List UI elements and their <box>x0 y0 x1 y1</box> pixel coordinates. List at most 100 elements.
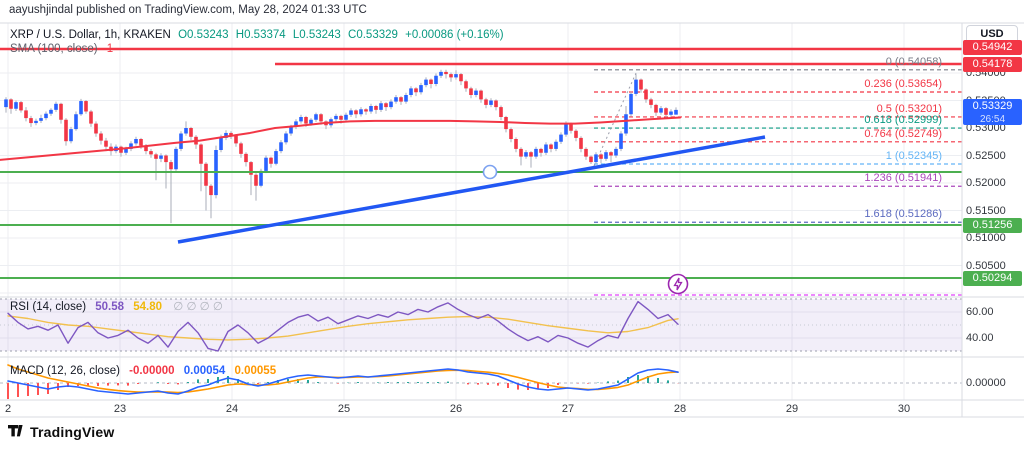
candle-body <box>454 74 458 78</box>
fib-level-label: 1.618 (0.51286) <box>864 208 942 221</box>
candle-body <box>69 129 73 142</box>
candle-body <box>484 99 488 105</box>
candle-body <box>104 140 108 147</box>
price-badge-value: 0.50294 <box>972 272 1013 284</box>
candle-body <box>499 107 503 117</box>
currency-toggle-button[interactable]: USD <box>966 25 1018 44</box>
ohlc-close: C0.53329 <box>348 29 398 41</box>
candle-body <box>309 119 313 124</box>
candle-body <box>174 148 178 170</box>
candles-layer[interactable] <box>4 69 678 224</box>
rsi-ma-line[interactable] <box>7 315 679 341</box>
sma-value: 1 <box>106 43 114 55</box>
candle-body <box>429 79 433 84</box>
price-axis-label: 0.53000 <box>966 122 1006 134</box>
candle-body <box>459 74 463 82</box>
flash-marker-circle[interactable] <box>667 273 689 295</box>
candle-body <box>609 152 613 156</box>
candle-body <box>414 88 418 93</box>
candle-body <box>649 99 653 105</box>
candle-body <box>564 123 568 135</box>
price-axis-label: 0.52000 <box>966 177 1006 189</box>
candle-body <box>539 148 543 153</box>
candle-body <box>364 109 368 112</box>
candle-body <box>219 137 223 150</box>
candle-body <box>354 110 358 115</box>
symbol-legend[interactable]: XRP / U.S. Dollar, 1h, KRAKEN O0.53243 H… <box>10 29 504 41</box>
price-axis-label: 0.51000 <box>966 232 1006 244</box>
candle-body <box>599 154 603 159</box>
price-axis-label: 0.50500 <box>966 259 1006 272</box>
macd-axis-label: 0.00000 <box>966 377 1006 389</box>
candle-body <box>374 106 378 110</box>
bar-countdown: 26:54 <box>979 114 1006 125</box>
price-badge: 0.51256 <box>963 218 1022 233</box>
fib-level-label: 1 (0.52345) <box>885 150 942 163</box>
candle-body <box>54 103 58 110</box>
candle-body <box>94 123 98 134</box>
candle-body <box>489 100 493 105</box>
candle-body <box>619 133 623 149</box>
candle-body <box>99 133 103 141</box>
candle-body <box>604 152 608 159</box>
macd-hist-value: -0.00000 <box>129 365 175 377</box>
candle-body <box>349 110 353 115</box>
attribution-text: aayushjindal published on TradingView.co… <box>9 4 367 16</box>
macd-line[interactable] <box>7 368 679 395</box>
rsi-axis-label: 60.00 <box>966 306 994 318</box>
candle-body <box>24 110 28 119</box>
candle-body <box>544 144 548 153</box>
candle-body <box>169 162 173 170</box>
rsi-line[interactable] <box>7 300 679 352</box>
rsi-ma-value: 54.80 <box>133 301 163 313</box>
sma-legend[interactable]: SMA (100, close) 1 <box>10 43 113 55</box>
candle-body <box>4 99 8 108</box>
price-badge-value: 0.53329 <box>972 100 1013 112</box>
time-axis-label: 29 <box>785 403 799 415</box>
fib-level-label: 0 (0.54058) <box>885 55 942 68</box>
time-axis-label: 24 <box>225 403 239 415</box>
candle-body <box>434 75 438 84</box>
anchor-point-handle[interactable] <box>482 164 498 180</box>
fib-level-label: 1.236 (0.51941) <box>864 172 942 185</box>
candle-body <box>404 95 408 102</box>
candle-body <box>549 144 553 149</box>
candle-body <box>654 104 658 113</box>
tradingview-footer[interactable]: TradingView <box>8 424 114 440</box>
rsi-legend[interactable]: RSI (14, close) 50.58 54.80 ∅ ∅ ∅ ∅ <box>10 299 223 313</box>
trend-line[interactable] <box>177 135 766 244</box>
candle-body <box>534 148 538 157</box>
candle-body <box>79 101 83 115</box>
candle-body <box>469 88 473 95</box>
sma-100-line[interactable] <box>0 116 681 161</box>
fib-level-label: 0.5 (0.53201) <box>876 102 942 115</box>
candle-body <box>589 156 593 163</box>
candle-body <box>264 157 268 171</box>
candle-body <box>89 111 93 124</box>
candle-body <box>204 163 208 186</box>
price-axis-label: 0.51500 <box>966 204 1006 217</box>
candle-body <box>409 88 413 95</box>
ohlc-low: L0.53243 <box>292 29 341 41</box>
candle-body <box>34 120 38 124</box>
candle-body <box>139 139 143 146</box>
candle-body <box>444 71 448 75</box>
candle-body <box>179 133 183 149</box>
candle-body <box>629 93 633 115</box>
candle-body <box>449 74 453 78</box>
price-badge: 0.54942 <box>963 40 1022 55</box>
symbol-title: XRP / U.S. Dollar, 1h, KRAKEN <box>10 29 171 41</box>
candle-body <box>9 99 13 109</box>
candle-body <box>289 126 293 134</box>
candle-body <box>594 154 598 163</box>
macd-legend[interactable]: MACD (12, 26, close) -0.00000 0.00054 0.… <box>10 365 276 377</box>
fib-diagonal-line[interactable] <box>593 70 638 167</box>
candle-body <box>524 152 528 157</box>
price-badge: 0.54178 <box>963 57 1022 72</box>
candle-body <box>304 117 308 124</box>
candle-body <box>29 118 33 124</box>
candle-body <box>479 90 483 100</box>
lightning-bolt-icon <box>673 277 683 291</box>
